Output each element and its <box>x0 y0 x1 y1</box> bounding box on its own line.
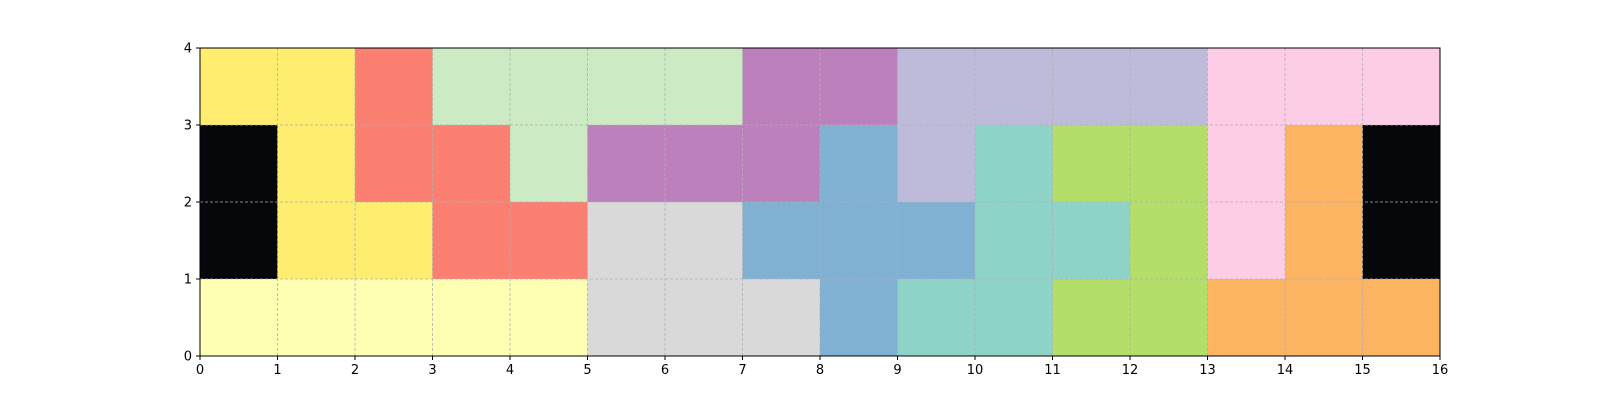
heatmap-cell <box>742 279 820 356</box>
heatmap-cell <box>510 125 588 202</box>
x-tick-label: 4 <box>506 363 514 378</box>
heatmap-cell <box>510 202 588 279</box>
heatmap-cell <box>742 125 820 202</box>
heatmap-cell <box>1052 279 1130 356</box>
y-tick-label: 3 <box>184 119 192 134</box>
heatmap-cell <box>1130 202 1208 279</box>
heatmap-cell <box>897 48 975 125</box>
heatmap-cell <box>1285 279 1363 356</box>
heatmap-cell <box>432 48 510 125</box>
heatmap-cell <box>355 125 433 202</box>
heatmap-cell <box>1207 125 1285 202</box>
y-tick-label: 0 <box>184 350 192 365</box>
heatmap-cell <box>1362 48 1440 125</box>
heatmap-cell <box>587 202 665 279</box>
y-tick-label: 4 <box>184 42 192 57</box>
heatmap-cells <box>200 48 1440 356</box>
x-axis: 0 1 2 3 4 5 6 7 8 9 10 11 12 13 14 15 16 <box>196 356 1448 378</box>
x-tick-label: 6 <box>661 363 669 378</box>
heatmap-cell <box>200 125 278 202</box>
heatmap-cell <box>510 48 588 125</box>
heatmap-cell <box>975 202 1053 279</box>
x-tick-label: 0 <box>196 363 204 378</box>
heatmap-cell <box>820 202 898 279</box>
x-tick-label: 1 <box>273 363 281 378</box>
heatmap-cell <box>742 202 820 279</box>
heatmap-cell <box>277 48 355 125</box>
heatmap-cell <box>432 125 510 202</box>
y-tick-label: 2 <box>184 196 192 211</box>
heatmap-cell <box>1207 202 1285 279</box>
heatmap-cell <box>897 202 975 279</box>
heatmap-cell <box>355 48 433 125</box>
heatmap-cell <box>1052 125 1130 202</box>
heatmap-cell <box>1052 48 1130 125</box>
x-tick-label: 12 <box>1122 363 1139 378</box>
heatmap-cell <box>742 48 820 125</box>
x-tick-label: 15 <box>1354 363 1371 378</box>
heatmap-cell <box>1362 125 1440 202</box>
heatmap-cell <box>355 279 433 356</box>
heatmap-cell <box>975 48 1053 125</box>
heatmap-cell <box>355 202 433 279</box>
heatmap-cell <box>975 279 1053 356</box>
heatmap-cell <box>665 202 743 279</box>
heatmap-cell <box>897 279 975 356</box>
heatmap-cell <box>1207 48 1285 125</box>
heatmap-cell <box>200 202 278 279</box>
heatmap-cell <box>665 48 743 125</box>
heatmap-cell <box>200 48 278 125</box>
heatmap-cell <box>1362 202 1440 279</box>
x-tick-label: 14 <box>1277 363 1294 378</box>
heatmap-cell <box>1285 125 1363 202</box>
heatmap-cell <box>897 125 975 202</box>
heatmap-cell <box>587 279 665 356</box>
heatmap-cell <box>277 279 355 356</box>
x-tick-label: 8 <box>816 363 824 378</box>
heatmap-cell <box>277 125 355 202</box>
y-tick-label: 1 <box>184 273 192 288</box>
x-tick-label: 11 <box>1044 363 1061 378</box>
heatmap-cell <box>1362 279 1440 356</box>
x-tick-label: 2 <box>351 363 359 378</box>
heatmap-cell <box>820 125 898 202</box>
heatmap-cell <box>432 279 510 356</box>
y-axis: 0 1 2 3 4 <box>184 42 200 365</box>
heatmap-cell <box>1130 279 1208 356</box>
x-tick-label: 9 <box>893 363 901 378</box>
x-tick-label: 13 <box>1199 363 1216 378</box>
x-tick-label: 10 <box>967 363 984 378</box>
heatmap-cell <box>665 125 743 202</box>
heatmap-cell <box>277 202 355 279</box>
grid-lines <box>200 48 1440 356</box>
heatmap-cell <box>1285 202 1363 279</box>
x-tick-label: 3 <box>428 363 436 378</box>
heatmap-cell <box>432 202 510 279</box>
heatmap-cell <box>1052 202 1130 279</box>
heatmap-cell <box>820 279 898 356</box>
heatmap-cell <box>975 125 1053 202</box>
x-tick-label: 16 <box>1432 363 1449 378</box>
heatmap-cell <box>1130 48 1208 125</box>
heatmap-cell <box>1207 279 1285 356</box>
heatmap-cell <box>587 125 665 202</box>
heatmap-cell <box>1285 48 1363 125</box>
heatmap-cell <box>820 48 898 125</box>
x-tick-label: 7 <box>738 363 746 378</box>
x-tick-label: 5 <box>583 363 591 378</box>
heatmap-cell <box>200 279 278 356</box>
heatmap-cell <box>510 279 588 356</box>
heatmap-cell <box>1130 125 1208 202</box>
heatmap-cell <box>587 48 665 125</box>
heatmap-cell <box>665 279 743 356</box>
